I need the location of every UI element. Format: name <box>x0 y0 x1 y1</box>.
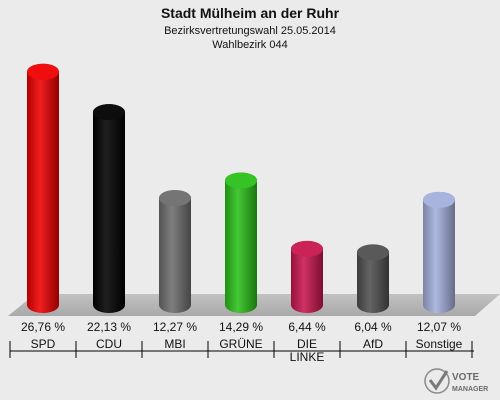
category-ticks-group <box>9 341 473 358</box>
value-label: 6,44 % <box>288 320 326 334</box>
bar-cdu <box>93 104 125 313</box>
vote-manager-logo: VOTE MANAGER <box>424 368 488 394</box>
value-label: 22,13 % <box>87 320 131 334</box>
bar-sonstige <box>423 191 455 313</box>
value-label: 6,04 % <box>354 320 392 334</box>
chart-subtitle-election: Bezirksvertretungswahl 25.05.2014 <box>164 25 336 37</box>
category-label: AfD <box>363 337 383 351</box>
value-label: 14,29 % <box>219 320 263 334</box>
bar-die-linke <box>291 240 323 313</box>
bar-mbi <box>159 190 191 313</box>
category-label: SPD <box>31 337 56 351</box>
bar-spd <box>27 63 59 313</box>
bar-afd <box>357 244 389 313</box>
value-label: 26,76 % <box>21 320 65 334</box>
chart-title: Stadt Mülheim an der Ruhr <box>161 5 340 21</box>
value-label: 12,07 % <box>417 320 461 334</box>
checkmark-icon <box>424 368 450 394</box>
value-labels-group: 26,76 % 22,13 % 12,27 % 14,29 % 6,44 % 6,04 %… <box>21 320 461 334</box>
logo-text-vote: VOTE <box>452 372 480 383</box>
category-label: MBI <box>164 337 185 351</box>
category-label: DIE LINKE <box>290 337 325 364</box>
category-label: GRÜNE <box>219 337 262 351</box>
category-label: Sonstige <box>416 337 463 351</box>
logo-text-manager: MANAGER <box>452 386 488 393</box>
chart-subtitle-district: Wahlbezirk 044 <box>212 39 287 51</box>
category-label: CDU <box>96 337 122 351</box>
bar-grüne <box>225 172 257 313</box>
value-label: 12,27 % <box>153 320 197 334</box>
category-labels-group: SPD CDU MBI GRÜNE DIE LINKE AfD Sonstige <box>31 337 463 364</box>
bars-group <box>27 63 455 313</box>
